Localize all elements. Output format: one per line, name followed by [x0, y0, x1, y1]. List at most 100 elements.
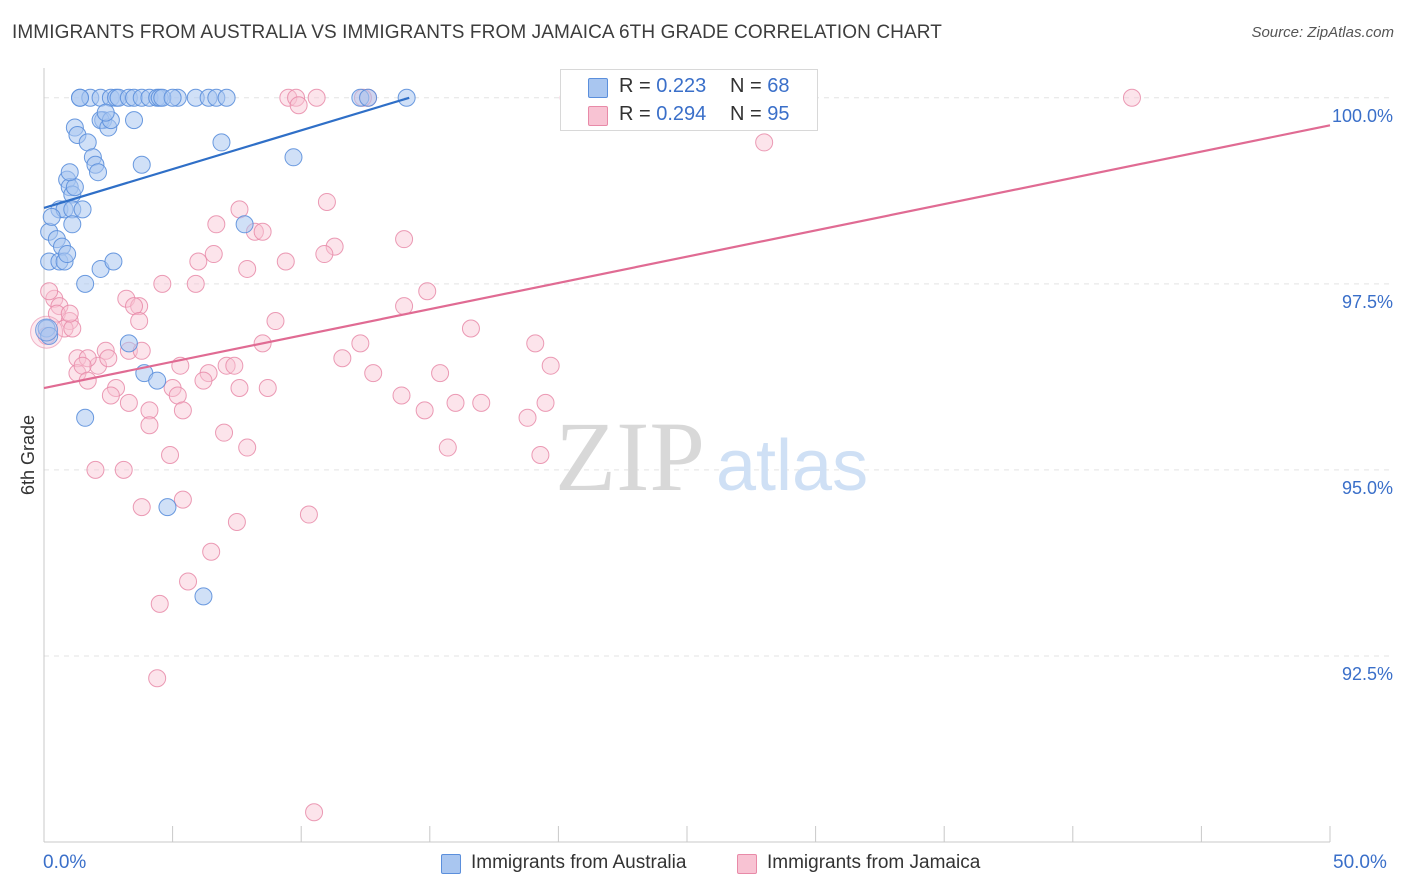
- jamaica-point: [238, 259, 257, 278]
- jamaica-point: [238, 438, 257, 457]
- australia-point: [63, 215, 82, 234]
- jamaica-point: [114, 460, 133, 479]
- jamaica-point: [150, 594, 169, 613]
- jamaica-point: [207, 215, 226, 234]
- legend-row-australia: R = 0.223 N = 68: [561, 73, 817, 101]
- jamaica-point: [40, 282, 59, 301]
- watermark-zip: ZIP: [555, 401, 705, 512]
- jamaica-point: [63, 319, 82, 338]
- jamaica-point: [202, 542, 221, 561]
- australia-point: [148, 371, 167, 390]
- australia-point: [163, 88, 182, 107]
- australia-point: [158, 498, 177, 517]
- jamaica-point: [148, 669, 167, 688]
- jamaica-point: [173, 401, 192, 420]
- jamaica-point: [415, 401, 434, 420]
- jamaica-point: [307, 88, 326, 107]
- series-swatch-jamaica: [737, 854, 757, 874]
- r-label: R =: [619, 103, 651, 125]
- jamaica-point: [101, 386, 120, 405]
- watermark: ZIP atlas: [555, 401, 868, 512]
- jamaica-point: [395, 230, 414, 249]
- australia-point: [76, 408, 95, 427]
- jamaica-point: [130, 297, 149, 316]
- jamaica-point: [161, 446, 180, 464]
- australia-point: [89, 163, 108, 182]
- jamaica-point: [204, 245, 223, 264]
- legend-n-australia: N = 68: [730, 75, 790, 98]
- jamaica-point: [140, 416, 159, 435]
- chart-title: IMMIGRANTS FROM AUSTRALIA VS IMMIGRANTS …: [12, 22, 942, 43]
- jamaica-point: [333, 349, 352, 368]
- australia-point: [73, 200, 92, 219]
- jamaica-point: [418, 282, 437, 301]
- legend-swatch-jamaica: [588, 106, 608, 126]
- australia-point: [125, 111, 144, 130]
- series-swatch-australia: [441, 854, 461, 874]
- jamaica-point: [351, 334, 370, 353]
- australia-point: [194, 587, 213, 606]
- jamaica-point: [315, 245, 334, 264]
- australia-point: [212, 133, 231, 152]
- jamaica-point: [179, 572, 198, 591]
- y-tick-label: 100.0%: [1332, 106, 1393, 126]
- jamaica-point: [279, 88, 298, 107]
- axis-layer: [43, 68, 1331, 843]
- legend-r-jamaica: R = 0.294: [619, 103, 706, 126]
- series-label-jamaica: Immigrants from Jamaica: [767, 852, 981, 873]
- jamaica-points: [30, 88, 1141, 822]
- jamaica-point: [186, 274, 205, 293]
- jamaica-point: [461, 319, 480, 338]
- australia-point: [284, 148, 303, 167]
- jamaica-point: [230, 379, 249, 398]
- legend-n-jamaica: N = 95: [730, 103, 790, 126]
- jamaica-point: [531, 446, 550, 464]
- australia-point: [58, 245, 77, 264]
- jamaica-point: [258, 379, 277, 398]
- correlation-legend: R = 0.223 N = 68 R = 0.294 N = 95: [560, 69, 818, 131]
- jamaica-point: [60, 304, 79, 323]
- legend-swatch-australia: [588, 78, 608, 98]
- x-tick-label-min: 0.0%: [43, 852, 87, 873]
- jamaica-point: [325, 237, 344, 256]
- jamaica-point: [227, 512, 246, 531]
- jamaica-point: [217, 356, 236, 375]
- y-tick-label: 95.0%: [1342, 478, 1393, 498]
- australia-point: [60, 163, 79, 182]
- jamaica-point: [153, 274, 172, 293]
- australia-point: [359, 88, 378, 107]
- jamaica-point: [446, 393, 465, 412]
- jamaica-point: [130, 312, 149, 331]
- x-tick-label-max: 50.0%: [1333, 852, 1387, 873]
- jamaica-point: [266, 312, 285, 331]
- jamaica-point: [541, 356, 560, 375]
- jamaica-point: [518, 408, 537, 427]
- legend-r-australia: R = 0.223: [619, 75, 706, 98]
- jamaica-point: [364, 364, 383, 383]
- jamaica-point: [173, 490, 192, 509]
- australia-point: [42, 207, 61, 226]
- legend-row-jamaica: R = 0.294 N = 95: [561, 101, 817, 129]
- jamaica-point: [99, 349, 118, 368]
- y-tick-label: 92.5%: [1342, 664, 1393, 684]
- y-tick-labels: 92.5% 95.0% 97.5% 100.0%: [1332, 106, 1393, 684]
- jamaica-point: [194, 371, 213, 390]
- jamaica-point: [395, 297, 414, 316]
- australia-point: [71, 88, 90, 107]
- jamaica-point: [289, 96, 308, 115]
- jamaica-point: [755, 133, 774, 152]
- jamaica-point: [50, 297, 69, 316]
- n-value: 68: [767, 75, 790, 97]
- jamaica-point: [119, 393, 138, 412]
- y-tick-label: 97.5%: [1342, 292, 1393, 312]
- trend-lines: [43, 96, 1331, 390]
- series-legend: Immigrants from Australia Immigrants fro…: [0, 852, 1406, 878]
- jamaica-point: [472, 393, 491, 412]
- australia-point: [119, 334, 138, 353]
- jamaica-point: [392, 386, 411, 405]
- jamaica-point: [431, 364, 450, 383]
- jamaica-point: [253, 222, 272, 241]
- jamaica-point: [225, 356, 244, 375]
- jamaica-trend-line: [43, 124, 1331, 390]
